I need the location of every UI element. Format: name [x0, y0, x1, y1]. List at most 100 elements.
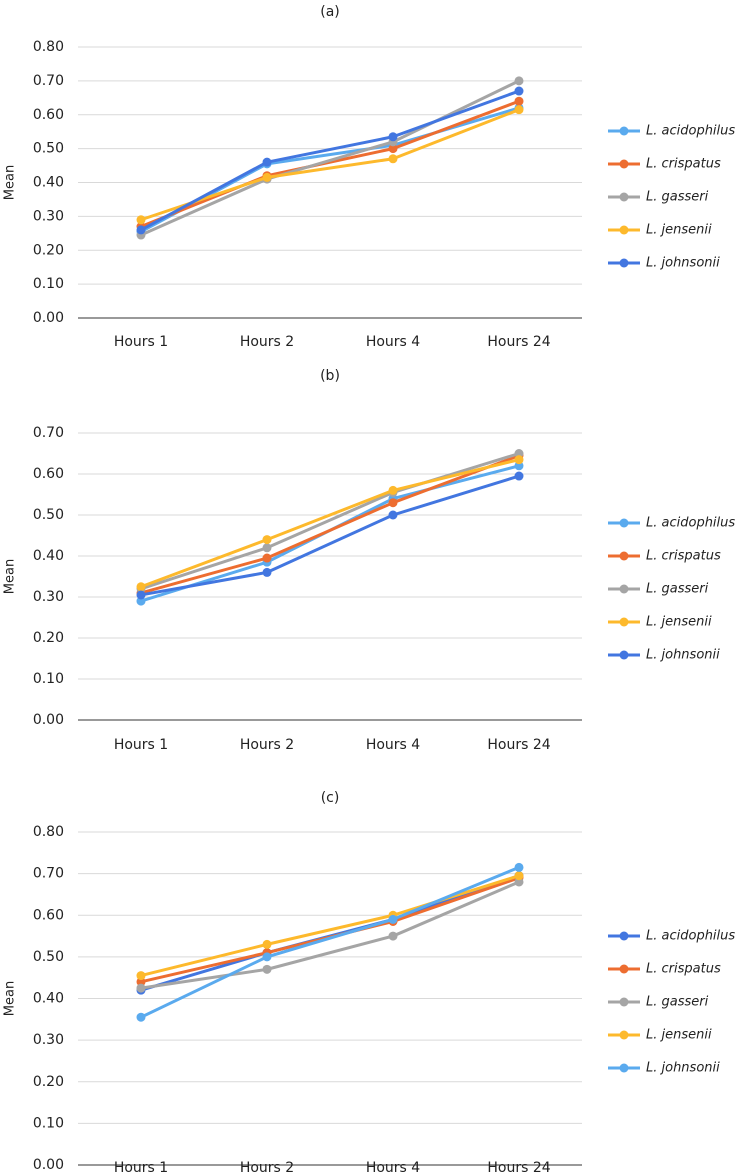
data-point: [514, 877, 524, 887]
series-line: [140, 458, 520, 589]
series-line: [140, 452, 520, 591]
legend-marker: [619, 1030, 629, 1040]
y-tick-label: 0.30: [33, 208, 64, 224]
data-point: [262, 567, 272, 577]
legend-marker: [619, 551, 629, 561]
y-tick-label: 0.60: [33, 907, 64, 923]
y-tick-label: 0.10: [33, 671, 64, 687]
data-point: [262, 157, 272, 167]
legend-label: L. johnsonii: [646, 648, 720, 663]
chart-title: (a): [320, 4, 340, 20]
data-point: [136, 977, 146, 987]
y-tick-label: 0.00: [33, 712, 64, 728]
y-tick-label: 0.60: [33, 107, 64, 123]
x-tick-label: Hours 24: [487, 1160, 550, 1176]
data-point: [388, 144, 398, 154]
y-tick-label: 0.70: [33, 866, 64, 882]
data-point: [262, 172, 272, 182]
legend-marker: [619, 617, 629, 627]
x-tick-label: Hours 1: [114, 737, 168, 753]
data-point: [388, 498, 398, 508]
data-point: [388, 510, 398, 520]
series-line: [140, 874, 520, 978]
series-line: [140, 865, 520, 1019]
y-tick-label: 0.70: [33, 73, 64, 89]
x-tick-label: Hours 2: [240, 334, 294, 350]
legend-label: L. johnsonii: [646, 256, 720, 271]
x-tick-label: Hours 4: [366, 334, 420, 350]
data-point: [262, 535, 272, 545]
data-point: [514, 871, 524, 881]
series-line: [140, 108, 520, 222]
y-tick-label: 0.50: [33, 507, 64, 523]
y-tick-label: 0.00: [33, 1157, 64, 1173]
data-point: [514, 105, 524, 115]
series-line: [140, 880, 520, 990]
data-point: [514, 862, 524, 872]
chart-title: (c): [321, 790, 340, 806]
legend-label: L. jensenii: [646, 615, 712, 630]
data-point: [514, 76, 524, 86]
data-point: [136, 983, 146, 993]
y-tick-label: 0.80: [33, 824, 64, 840]
legend-marker: [619, 258, 629, 268]
data-point: [136, 596, 146, 606]
y-tick-label: 0.20: [33, 242, 64, 258]
series-line: [140, 474, 520, 597]
y-tick-label: 0.00: [33, 310, 64, 326]
legend-label: L. gasseri: [646, 190, 709, 205]
data-point: [262, 553, 272, 563]
legend-marker: [619, 159, 629, 169]
legend-marker: [619, 997, 629, 1007]
data-point: [136, 590, 146, 600]
legend-marker: [619, 126, 629, 136]
data-point: [262, 952, 272, 962]
data-point: [514, 449, 524, 458]
data-point: [388, 154, 398, 164]
y-tick-label: 0.10: [33, 276, 64, 292]
data-point: [136, 971, 146, 981]
legend-label: L. acidophilus: [646, 516, 735, 531]
data-point: [136, 1012, 146, 1022]
legend-marker: [619, 1063, 629, 1073]
y-axis-label: Mean: [3, 165, 18, 200]
series-line: [140, 106, 520, 233]
y-tick-label: 0.20: [33, 1074, 64, 1090]
legend-label: L. jensenii: [646, 223, 712, 238]
x-tick-label: Hours 4: [366, 737, 420, 753]
legend-label: L. gasseri: [646, 995, 709, 1010]
legend-label: L. crispatus: [646, 962, 721, 977]
legend-marker: [619, 650, 629, 660]
y-tick-label: 0.50: [33, 141, 64, 157]
x-tick-label: Hours 1: [114, 334, 168, 350]
y-axis-label: Mean: [3, 981, 18, 1016]
data-point: [262, 939, 272, 949]
y-tick-label: 0.30: [33, 589, 64, 605]
y-tick-label: 0.30: [33, 1032, 64, 1048]
series-line: [140, 464, 520, 603]
legend-label: L. acidophilus: [646, 929, 735, 944]
x-tick-label: Hours 2: [240, 1160, 294, 1176]
legend-label: L. crispatus: [646, 549, 721, 564]
y-axis-label: Mean: [3, 559, 18, 594]
y-tick-label: 0.80: [33, 39, 64, 55]
data-point: [136, 582, 146, 592]
chart-title: (b): [320, 368, 340, 384]
y-tick-label: 0.40: [33, 991, 64, 1007]
y-tick-label: 0.10: [33, 1115, 64, 1131]
data-point: [514, 96, 524, 106]
legend-marker: [619, 518, 629, 528]
data-point: [514, 471, 524, 481]
legend-label: L. gasseri: [646, 582, 709, 597]
series-line: [140, 99, 520, 228]
y-tick-label: 0.20: [33, 630, 64, 646]
legend-label: L. johnsonii: [646, 1061, 720, 1076]
y-tick-label: 0.60: [33, 466, 64, 482]
data-point: [136, 215, 146, 225]
x-tick-label: Hours 1: [114, 1160, 168, 1176]
data-point: [388, 914, 398, 924]
x-tick-label: Hours 24: [487, 334, 550, 350]
data-point: [388, 485, 398, 495]
